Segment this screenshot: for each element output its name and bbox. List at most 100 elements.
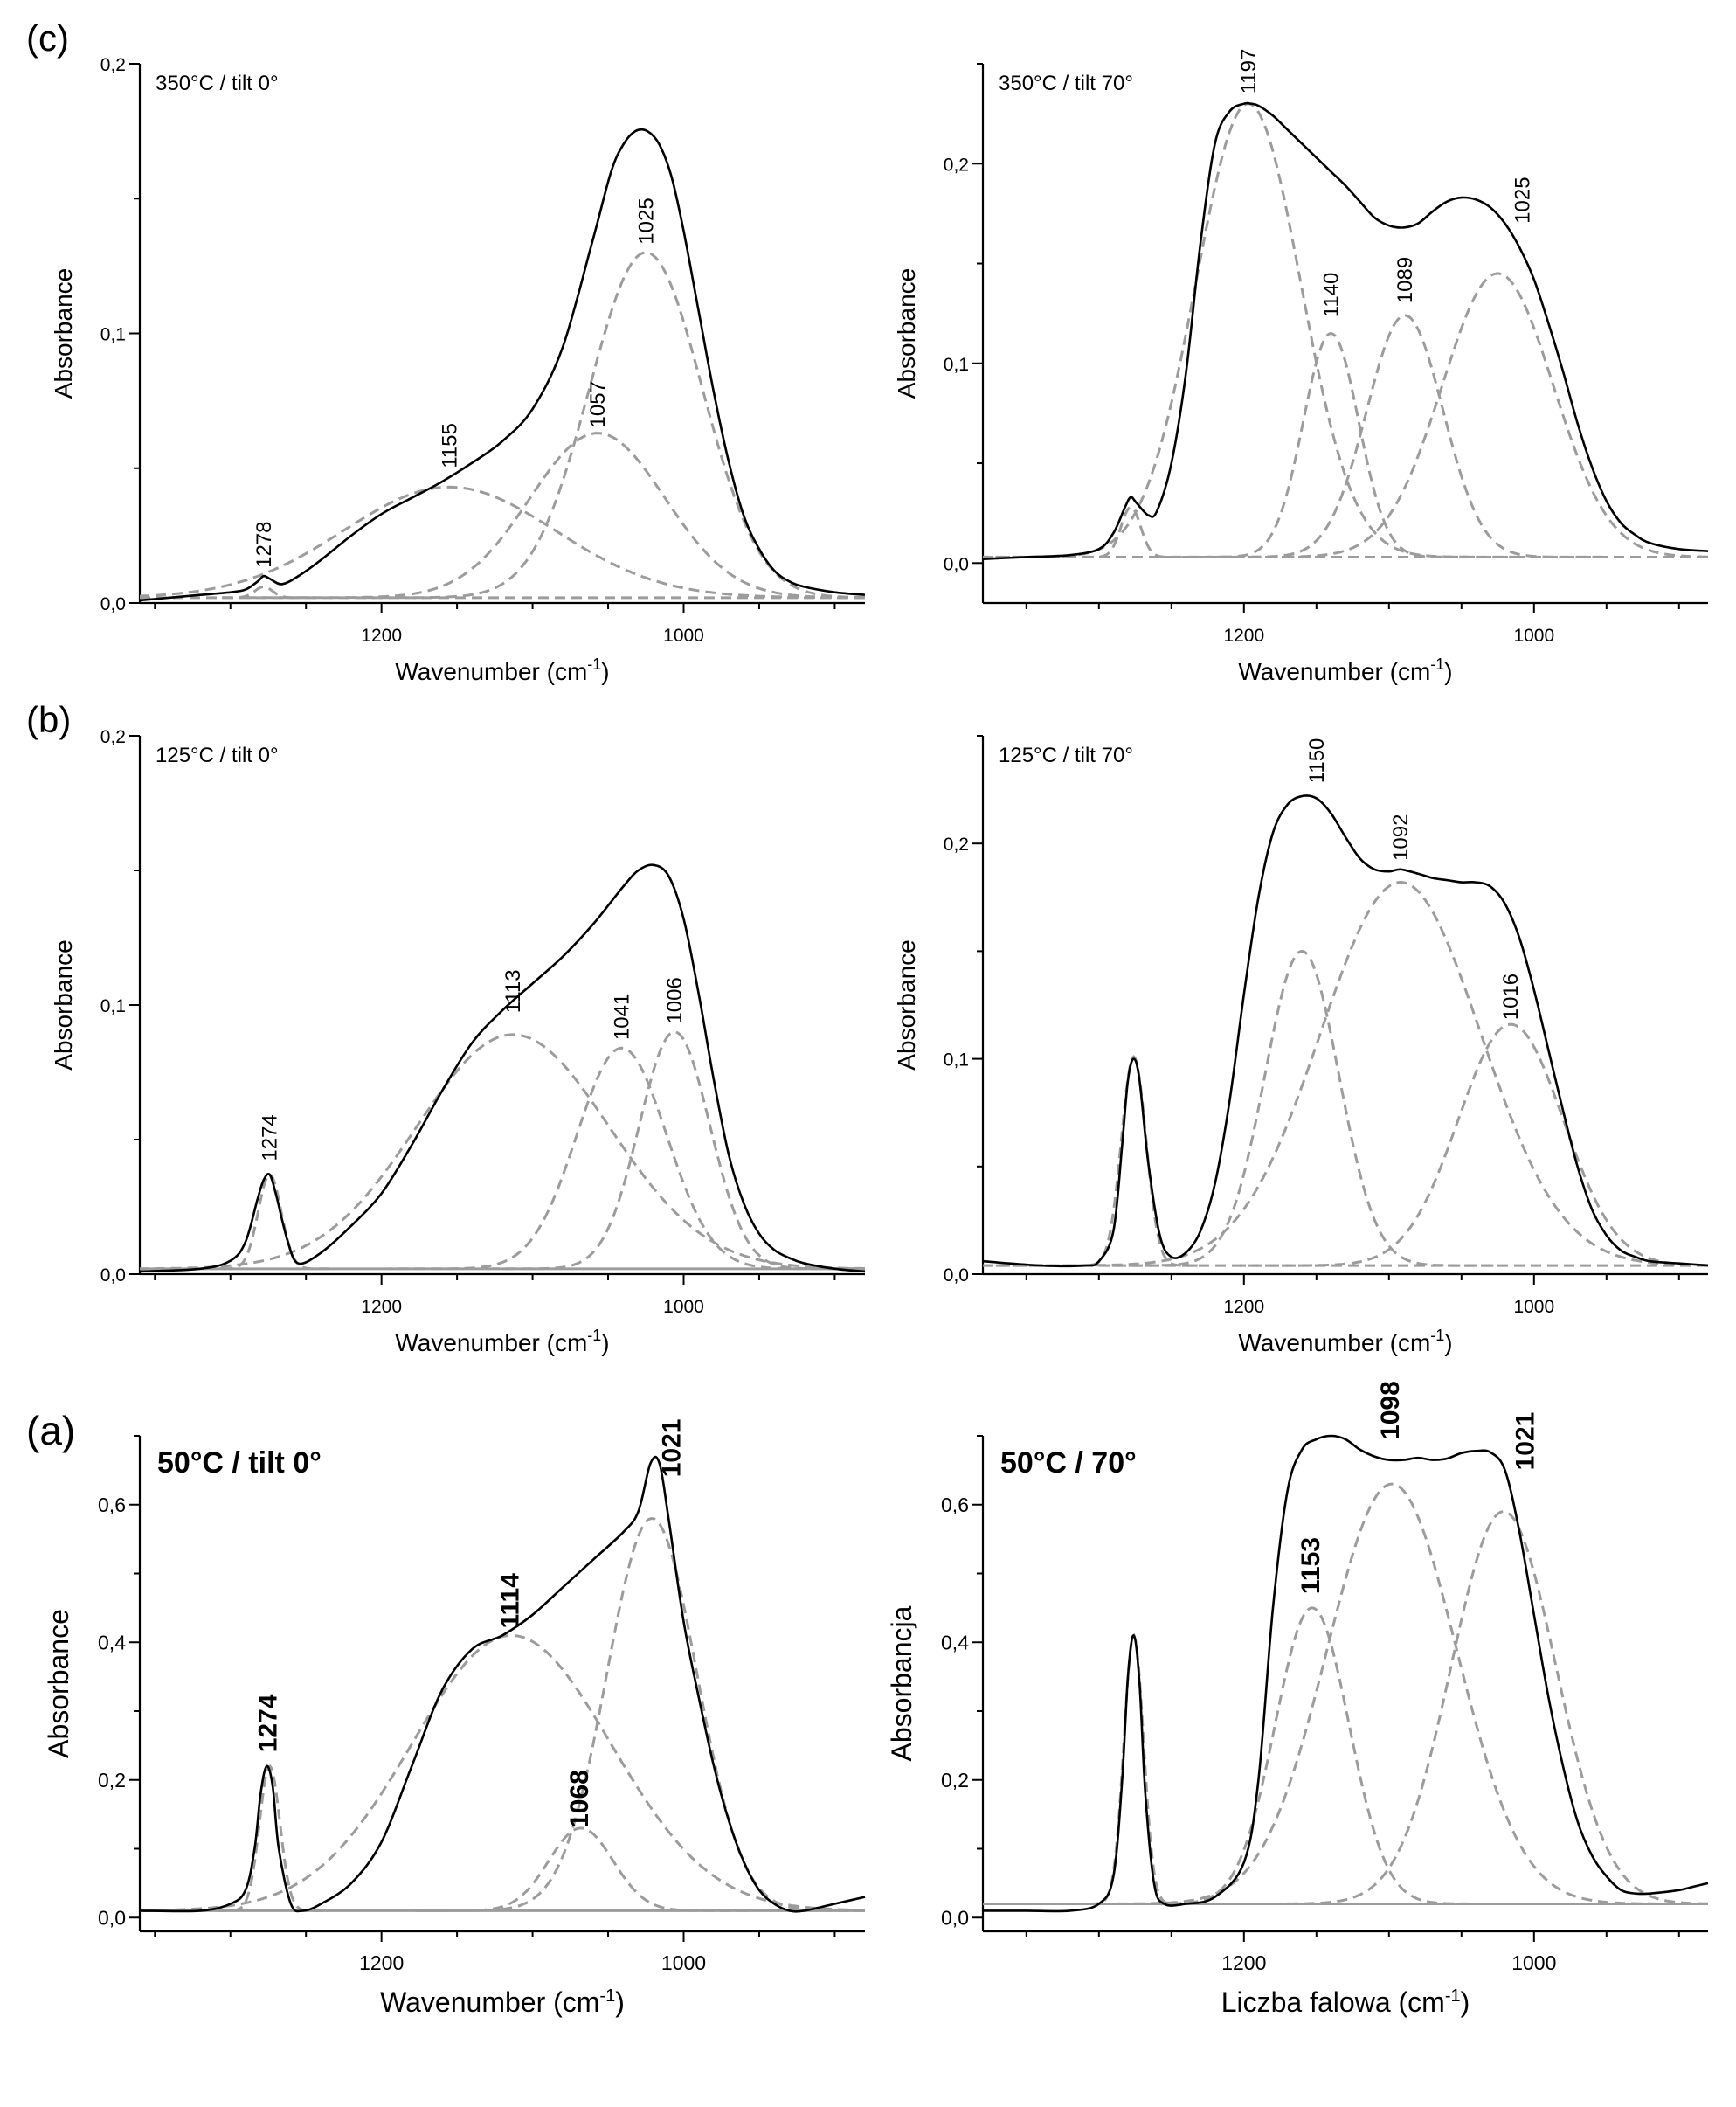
chart-title: 350°C / tilt 0°: [156, 72, 279, 95]
component-peak-1160: [1110, 949, 1494, 1267]
y-axis-title: Absorbance: [50, 268, 77, 399]
measured-spectrum: [982, 794, 1709, 1268]
chart-c-left: 0,0 0,1 0,2 1200 1000 Wavenumber (cm-1) Absorb…: [50, 55, 866, 685]
component-peak-1197: [983, 102, 1520, 558]
component-peak-1274: [217, 1764, 323, 1912]
x-axis-title-close: ): [615, 1986, 625, 2018]
component-peak-1016: [1239, 1022, 1708, 1267]
component-peak-1068: [414, 1826, 748, 1912]
peak-label-1197: 1197: [1237, 49, 1261, 94]
x-axis-title-superscript: -1: [587, 1327, 601, 1344]
panel-label-a: (a): [26, 1408, 75, 1453]
panel-label-c: (c): [26, 17, 69, 59]
y-axis-title: Absorbancja: [886, 1605, 917, 1761]
x-tick-label: 1000: [1513, 1297, 1554, 1317]
x-axis-title-text: Wavenumber (cm: [380, 1986, 599, 2018]
x-axis-title: Wavenumber (cm-1): [1238, 1327, 1452, 1356]
x-axis-title-superscript: -1: [587, 655, 601, 673]
chart-a-right: 0,0 0,2 0,4 0,6 1200 1000 Liczba falowa (cm-1)…: [886, 1381, 1709, 2018]
measured-spectrum: [982, 1434, 1709, 1913]
y-tick-label: 0,1: [100, 996, 126, 1016]
y-axis-title: Absorbance: [893, 268, 920, 399]
y-tick-label: 0,2: [100, 727, 126, 747]
x-axis-title-close: ): [601, 1329, 609, 1356]
x-axis-title-superscript: -1: [1445, 1986, 1461, 2006]
y-tick-label: 0,2: [944, 155, 969, 175]
component-peak-1153: [1120, 1606, 1504, 1905]
x-axis-title-text: Wavenumber (cm: [395, 1329, 587, 1356]
x-tick-label: 1200: [359, 1951, 404, 1974]
x-axis-title: Wavenumber (cm-1): [395, 1327, 609, 1356]
chart-a-left: 0,0 0,2 0,4 0,6 1200 1000 Wavenumber (cm-1) Abs…: [43, 1419, 866, 2018]
y-tick-label: 0,2: [98, 1769, 126, 1792]
peak-label-1025: 1025: [1511, 177, 1535, 223]
y-tick-label: 0,0: [941, 1906, 969, 1929]
x-tick-label: 1000: [663, 626, 704, 646]
x-axis-title-text: Wavenumber (cm: [395, 658, 587, 685]
y-axis-title: Absorbance: [43, 1609, 74, 1758]
y-tick-label: 0,6: [941, 1494, 969, 1516]
x-axis-title: Wavenumber (cm-1): [380, 1986, 625, 2018]
component-peak-1114: [140, 1633, 865, 1912]
y-tick-label: 0,0: [100, 1265, 126, 1286]
x-axis-title-close: ): [1461, 1986, 1470, 2018]
component-peak-1092: [986, 881, 1709, 1267]
component-peak-1021: [1232, 1510, 1708, 1905]
y-tick-label: 0,0: [944, 1265, 969, 1286]
peak-label-1068: 1068: [565, 1770, 594, 1828]
y-tick-label: 0,0: [944, 554, 969, 574]
peak-label-1089: 1089: [1394, 257, 1417, 303]
x-axis-title-close: ): [1444, 658, 1452, 685]
y-tick-label: 0,0: [100, 594, 126, 614]
measured-spectrum: [139, 128, 866, 602]
chart-b-left: 0,0 0,1 0,2 1200 1000 Wavenumber (cm-1) Absorb…: [50, 727, 866, 1356]
chart-title: 125°C / tilt 0°: [156, 744, 279, 767]
component-peak-1140: [1187, 331, 1475, 558]
component-peak-1057: [248, 432, 865, 600]
component-peak-1006: [491, 1030, 858, 1271]
peak-label-1155: 1155: [438, 423, 461, 468]
x-tick-label: 1200: [361, 626, 402, 646]
x-axis-title: Wavenumber (cm-1): [395, 655, 609, 685]
x-axis-title-superscript: -1: [1430, 1327, 1444, 1344]
peak-label-1006: 1006: [663, 977, 687, 1023]
component-peak-1155: [139, 485, 865, 600]
panel-label-b: (b): [26, 699, 71, 740]
peak-label-1025: 1025: [634, 198, 658, 244]
component-peak-1021: [418, 1516, 865, 1912]
component-peak-1098: [1056, 1482, 1708, 1905]
component-peak-1276: [1082, 1632, 1186, 1905]
x-axis-title: Wavenumber (cm-1): [1238, 655, 1452, 685]
chart-title: 50°C / tilt 0°: [157, 1446, 322, 1480]
peak-label-1153: 1153: [1297, 1537, 1325, 1594]
peak-label-1274: 1274: [259, 1114, 282, 1161]
y-tick-label: 0,2: [941, 1769, 969, 1792]
y-tick-label: 0,1: [944, 355, 969, 375]
x-tick-label: 1200: [1221, 1951, 1266, 1974]
component-peak-1025: [354, 251, 865, 600]
peak-label-1140: 1140: [1319, 273, 1343, 318]
x-axis-title-text: Liczba falowa (cm: [1221, 1986, 1445, 2018]
peak-label-1016: 1016: [1499, 974, 1523, 1020]
chart-title: 50°C / 70°: [1000, 1446, 1137, 1480]
peak-label-1278: 1278: [252, 522, 276, 568]
x-tick-label: 1200: [361, 1297, 402, 1317]
y-tick-label: 0,4: [98, 1631, 126, 1653]
y-axis-title: Absorbance: [893, 939, 920, 1070]
component-peak-1278: [1080, 505, 1182, 558]
peak-label-1092: 1092: [1389, 814, 1413, 861]
x-axis-title: Liczba falowa (cm-1): [1221, 1986, 1470, 2018]
y-tick-label: 0,1: [944, 1050, 969, 1071]
component-peak-1041: [389, 1046, 854, 1271]
component-peak-1274: [210, 1173, 330, 1271]
x-tick-label: 1200: [1223, 626, 1264, 646]
y-tick-label: 0,6: [98, 1494, 126, 1516]
x-tick-label: 1000: [1513, 626, 1554, 646]
y-tick-label: 0,0: [98, 1906, 126, 1929]
x-axis-title-text: Wavenumber (cm: [1238, 1329, 1430, 1356]
measured-spectrum: [139, 863, 866, 1273]
x-tick-label: 1000: [661, 1951, 706, 1974]
y-tick-label: 0,4: [941, 1631, 969, 1653]
peak-label-1021: 1021: [1511, 1412, 1540, 1471]
